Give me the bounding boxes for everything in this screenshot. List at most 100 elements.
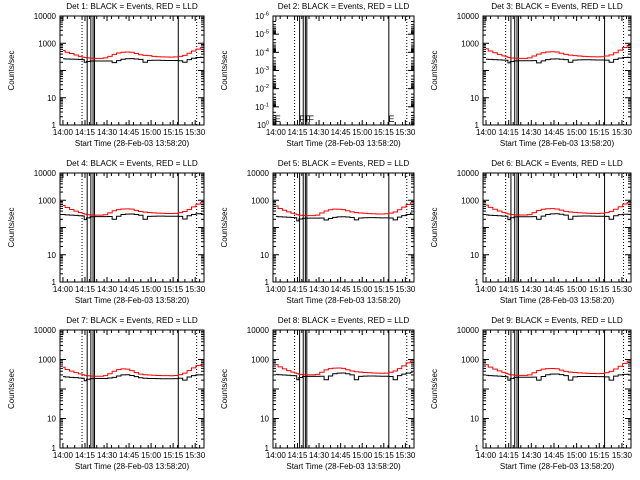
xtick-label: 15:30: [185, 128, 206, 137]
panel-det1: Det 1: BLACK = Events, RED = LLD 14:00 14:…: [0, 0, 213, 157]
ytick-label: 10: [47, 415, 56, 424]
xtick-label: 14:30: [309, 285, 330, 294]
ytick-label: 10-3: [255, 66, 269, 76]
xtick-label: 15:30: [612, 128, 633, 137]
xtick-label: 14:15: [75, 128, 96, 137]
ytick-label: 10-1: [255, 102, 269, 112]
xtick-label: 15:30: [612, 451, 633, 460]
x-axis-label: Start Time (28-Feb-03 13:58:20): [75, 462, 190, 471]
ytick-label: 10000: [457, 12, 480, 21]
series-lld: [486, 44, 630, 59]
event-marker-lines: [81, 330, 198, 448]
panel-title: Det 7: BLACK = Events, RED = LLD: [66, 316, 198, 325]
series-lld: [62, 364, 203, 377]
series-events: [486, 373, 630, 381]
x-axis-label: Start Time (28-Feb-03 13:58:20): [286, 296, 401, 305]
ytick-label: 10000: [34, 12, 57, 21]
ytick-label: 10: [470, 94, 479, 103]
series-events: [486, 56, 630, 64]
xtick-label: 14:15: [499, 451, 520, 460]
xtick-label: 14:00: [266, 451, 287, 460]
x-axis-label: Start Time (28-Feb-03 13:58:20): [500, 462, 615, 471]
event-marker-lines: [81, 16, 198, 125]
xtick-label: 14:30: [309, 451, 330, 460]
xtick-label: 14:15: [75, 451, 96, 460]
xtick-label: 15:15: [374, 451, 395, 460]
ytick-label: 1: [265, 278, 270, 287]
xtick-label: 15:00: [567, 451, 588, 460]
xtick-label: 15:15: [163, 451, 184, 460]
ytick-label: 10: [47, 251, 56, 260]
ytick-label: 100: [257, 121, 269, 131]
plot-frame: [482, 329, 632, 449]
xtick-label: 15:30: [395, 128, 416, 137]
xtick-label: 14:15: [499, 128, 520, 137]
panel-title: Det 8: BLACK = Events, RED = LLD: [278, 316, 410, 325]
series-events: [62, 213, 203, 221]
xtick-label: 14:45: [544, 128, 565, 137]
xtick-label: 15:00: [141, 285, 162, 294]
ytick-label: 1000: [461, 39, 479, 48]
x-axis-label: Start Time (28-Feb-03 13:58:20): [500, 296, 615, 305]
ytick-label: 1: [265, 444, 270, 453]
x-axis-label: Start Time (28-Feb-03 13:58:20): [75, 296, 190, 305]
xtick-label: 14:45: [544, 451, 565, 460]
series-events: [62, 374, 203, 382]
xtick-label: 15:30: [612, 285, 633, 294]
xtick-label: 14:30: [521, 285, 542, 294]
xtick-label: 14:00: [53, 128, 74, 137]
ytick-label: 10: [260, 415, 269, 424]
event-marker-lines: [505, 16, 624, 125]
ytick-label: 1000: [38, 39, 56, 48]
axis-ticks: 14:00 14:15 14:30 14:45 15:00 15:15 15:30 1 10 10…: [457, 169, 633, 294]
axis-ticks: 14:00 14:15 14:30 14:45 15:00 15:15 15:30 1 10 10…: [457, 326, 633, 460]
ytick-label: 10000: [34, 326, 57, 335]
series-lld: [275, 360, 413, 376]
xtick-label: 14:30: [521, 128, 542, 137]
panel-title: Det 9: BLACK = Events, RED = LLD: [491, 316, 623, 325]
x-axis-label: Start Time (28-Feb-03 13:58:20): [75, 139, 190, 148]
axis-ticks: 14:00 14:15 14:30 14:45 15:00 15:15 15:30 1 10 10…: [34, 326, 206, 460]
xtick-label: 14:45: [331, 451, 352, 460]
ytick-label: 1000: [38, 356, 56, 365]
axis-ticks: 14:00 14:15 14:30 14:45 15:00 15:15 15:30 10-6 1…: [255, 12, 416, 138]
xtick-label: 14:45: [331, 285, 352, 294]
event-flag-label: F: [309, 114, 315, 124]
panel-det2: Det 2: BLACK = Events, RED = LLD 14:00 14:…: [213, 0, 423, 157]
series-lld: [486, 201, 630, 216]
xtick-label: 14:15: [287, 451, 308, 460]
series-events: [275, 212, 413, 222]
panel-det7: Det 7: BLACK = Events, RED = LLD 14:00 14:…: [0, 314, 213, 480]
series-lld: [486, 360, 630, 376]
panel-det5: Det 5: BLACK = Events, RED = LLD 14:00 14:…: [213, 157, 423, 314]
axis-ticks: 14:00 14:15 14:30 14:45 15:00 15:15 15:30 1 10 10…: [457, 12, 633, 137]
xtick-label: 15:00: [352, 285, 373, 294]
panel-det9: Det 9: BLACK = Events, RED = LLD 14:00 14:…: [423, 314, 640, 480]
y-axis-label: Counts/sec: [430, 50, 439, 90]
ytick-label: 10000: [457, 326, 480, 335]
xtick-label: 14:30: [97, 128, 118, 137]
xtick-label: 15:00: [352, 128, 373, 137]
event-marker-lines: [81, 173, 198, 282]
event-marker-lines: [505, 173, 624, 282]
event-flag-label: E: [275, 114, 281, 124]
xtick-label: 14:30: [309, 128, 330, 137]
panel-title: Det 2: BLACK = Events, RED = LLD: [278, 2, 410, 11]
xtick-label: 14:30: [97, 451, 118, 460]
ytick-label: 10-6: [255, 12, 269, 22]
y-axis-label: Counts/sec: [220, 369, 229, 409]
xtick-label: 14:15: [287, 285, 308, 294]
y-axis-label: Counts/sec: [430, 207, 439, 247]
panel-det4: Det 4: BLACK = Events, RED = LLD 14:00 14:…: [0, 157, 213, 314]
xtick-label: 15:00: [567, 128, 588, 137]
xtick-label: 15:15: [163, 128, 184, 137]
series-events: [62, 56, 203, 64]
ytick-label: 1000: [461, 356, 479, 365]
series-lld: [275, 202, 413, 217]
x-axis-label: Start Time (28-Feb-03 13:58:20): [286, 139, 401, 148]
